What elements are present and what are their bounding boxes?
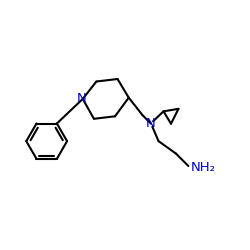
Text: NH₂: NH₂ [190,161,216,174]
Text: N: N [146,117,156,130]
Text: N: N [76,92,86,105]
